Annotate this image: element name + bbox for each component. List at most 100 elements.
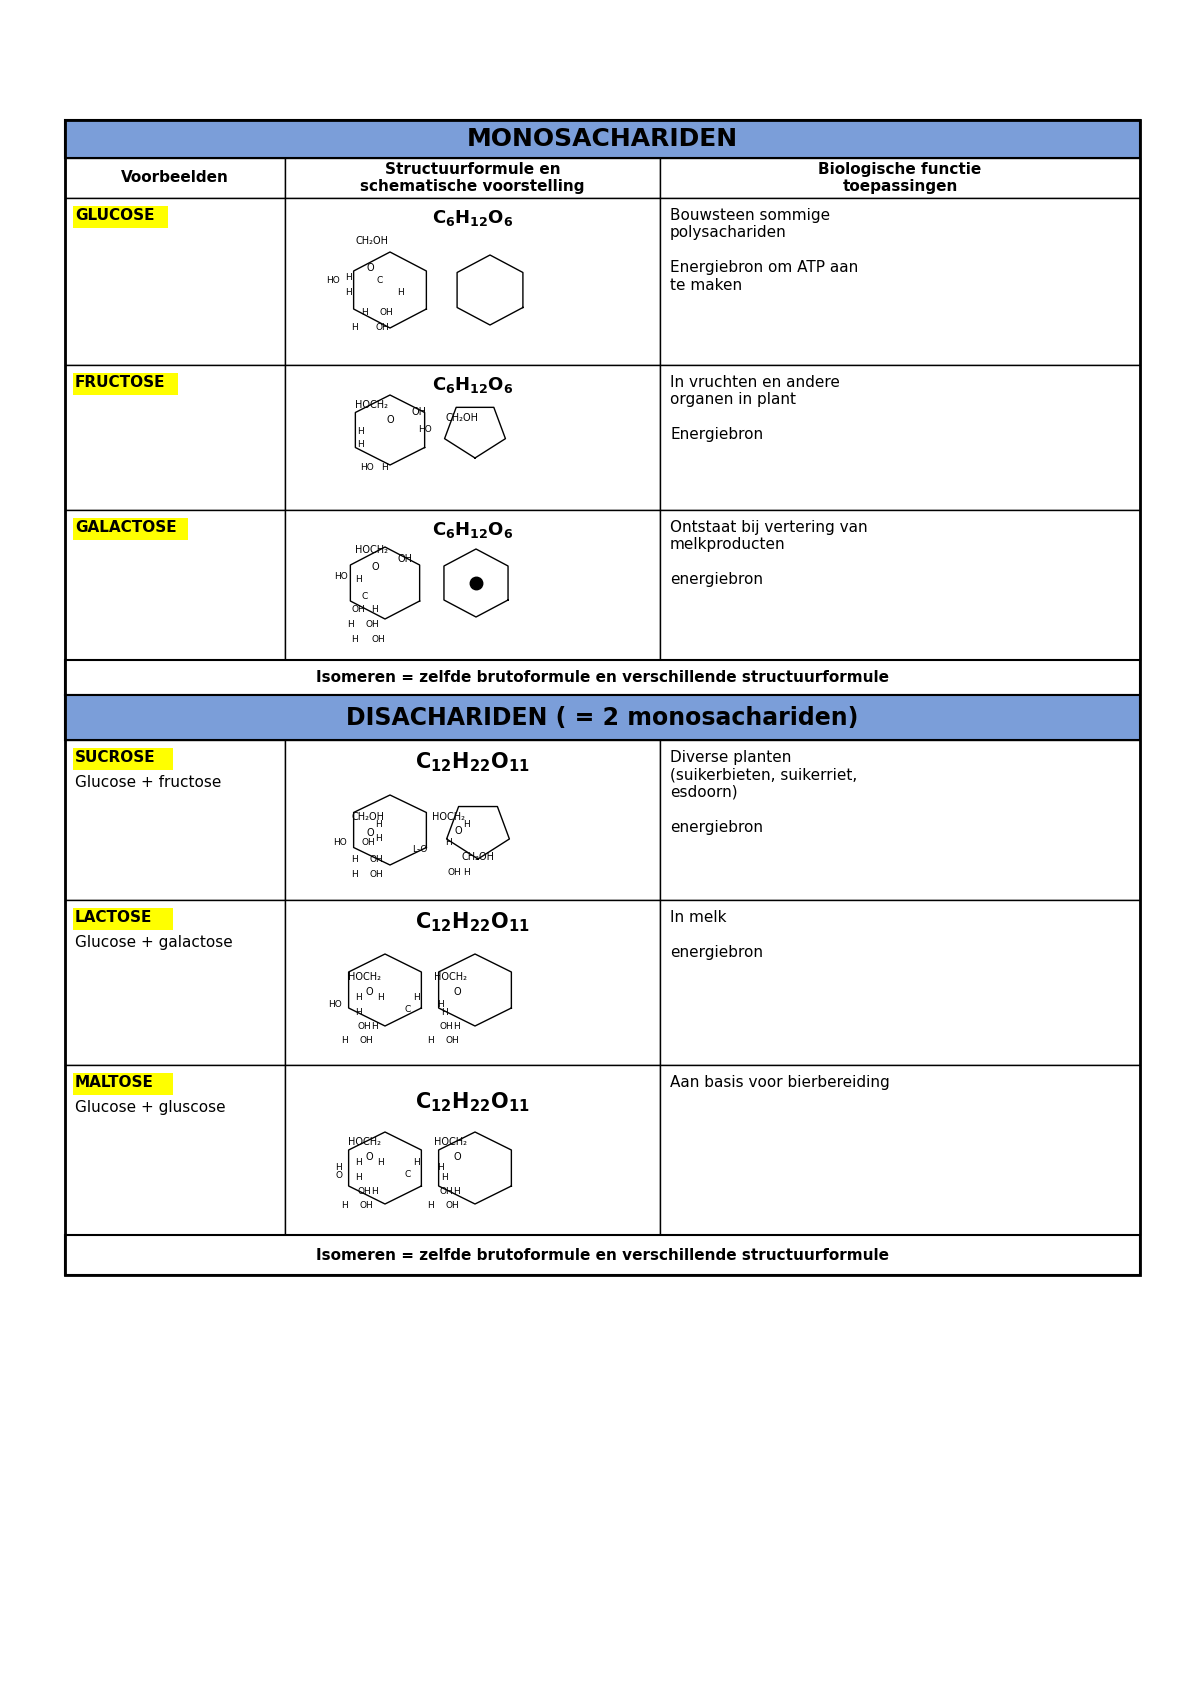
Text: Aan basis voor bierbereiding: Aan basis voor bierbereiding xyxy=(670,1074,889,1089)
Text: Glucose + gluscose: Glucose + gluscose xyxy=(74,1100,226,1115)
Text: H: H xyxy=(374,820,382,830)
Bar xyxy=(660,899,1140,1066)
Text: H: H xyxy=(442,1173,449,1183)
Text: OH: OH xyxy=(352,606,365,614)
Text: OH: OH xyxy=(370,855,384,864)
Text: HO: HO xyxy=(329,1000,342,1010)
Text: H: H xyxy=(463,820,470,830)
Bar xyxy=(660,740,1140,899)
Bar xyxy=(660,199,1140,365)
Text: H: H xyxy=(397,288,403,297)
Bar xyxy=(73,1073,173,1095)
Text: H: H xyxy=(342,1201,348,1210)
Bar xyxy=(65,660,1140,696)
Text: MALTOSE: MALTOSE xyxy=(74,1074,154,1089)
Bar xyxy=(73,518,188,540)
Text: H: H xyxy=(442,1008,449,1017)
Bar xyxy=(660,365,1140,511)
Text: GLUCOSE: GLUCOSE xyxy=(74,209,155,222)
Text: Bouwsteen sommige
polysachariden

Energiebron om ATP aan
te maken: Bouwsteen sommige polysachariden Energie… xyxy=(670,209,858,292)
Text: Isomeren = zelfde brutoformule en verschillende structuurformule: Isomeren = zelfde brutoformule en versch… xyxy=(316,670,889,686)
Text: OH: OH xyxy=(412,407,427,417)
Text: H: H xyxy=(355,575,361,584)
Bar xyxy=(73,748,173,770)
Text: H: H xyxy=(372,1186,378,1196)
Text: OH: OH xyxy=(360,1035,373,1045)
Text: CH₂OH: CH₂OH xyxy=(462,852,496,862)
Bar xyxy=(65,1066,286,1235)
Text: HOCH₂: HOCH₂ xyxy=(432,811,466,821)
Text: H: H xyxy=(413,993,419,1001)
Text: H: H xyxy=(374,833,382,843)
Text: Glucose + fructose: Glucose + fructose xyxy=(74,776,221,791)
Text: H: H xyxy=(352,322,359,333)
Text: H: H xyxy=(454,1022,461,1032)
Bar xyxy=(65,120,1140,158)
Text: OH: OH xyxy=(445,1201,458,1210)
Text: OH: OH xyxy=(365,619,379,630)
Text: OH: OH xyxy=(398,553,413,563)
Text: HOCH₂: HOCH₂ xyxy=(355,400,388,411)
Text: H: H xyxy=(352,635,359,643)
Text: $\mathbf{C_{12}H_{22}O_{11}}$: $\mathbf{C_{12}H_{22}O_{11}}$ xyxy=(415,1089,529,1113)
Bar xyxy=(286,740,660,899)
Text: CH₂OH: CH₂OH xyxy=(445,412,478,423)
Bar xyxy=(73,373,178,395)
Text: O: O xyxy=(366,263,374,273)
Text: H: H xyxy=(356,428,364,436)
Text: O: O xyxy=(371,562,379,572)
Bar xyxy=(286,199,660,365)
Text: O: O xyxy=(335,1171,342,1179)
Text: OH: OH xyxy=(445,1035,458,1045)
Text: OH: OH xyxy=(370,871,384,879)
Text: HOCH₂: HOCH₂ xyxy=(434,972,467,983)
Text: FRUCTOSE: FRUCTOSE xyxy=(74,375,166,390)
Text: OH: OH xyxy=(362,838,376,847)
Bar xyxy=(660,158,1140,199)
Text: L-O: L-O xyxy=(413,845,427,854)
Bar xyxy=(65,199,286,365)
Text: H: H xyxy=(413,1157,419,1168)
Bar xyxy=(65,740,286,899)
Text: GALACTOSE: GALACTOSE xyxy=(74,519,176,535)
Bar xyxy=(286,899,660,1066)
Bar xyxy=(286,158,660,199)
Bar xyxy=(65,696,1140,740)
Text: H: H xyxy=(335,1162,342,1173)
Text: H: H xyxy=(344,288,352,297)
Text: $\mathbf{C_6H_{12}O_6}$: $\mathbf{C_6H_{12}O_6}$ xyxy=(432,209,514,227)
Text: H: H xyxy=(342,1035,348,1045)
Text: H: H xyxy=(344,273,352,282)
Text: $\mathbf{C_6H_{12}O_6}$: $\mathbf{C_6H_{12}O_6}$ xyxy=(432,375,514,395)
Text: In vruchten en andere
organen in plant

Energiebron: In vruchten en andere organen in plant E… xyxy=(670,375,840,443)
Text: H: H xyxy=(355,1157,361,1168)
Text: H: H xyxy=(372,1022,378,1032)
Text: C: C xyxy=(404,1005,412,1015)
Bar xyxy=(65,158,286,199)
Text: OH: OH xyxy=(440,1186,454,1196)
Text: HOCH₂: HOCH₂ xyxy=(348,972,382,983)
Text: HOCH₂: HOCH₂ xyxy=(355,545,388,555)
Text: H: H xyxy=(355,1008,361,1017)
Text: Isomeren = zelfde brutoformule en verschillende structuurformule: Isomeren = zelfde brutoformule en versch… xyxy=(316,1247,889,1263)
Text: H: H xyxy=(427,1201,433,1210)
Text: OH: OH xyxy=(372,635,385,643)
Text: H: H xyxy=(454,1186,461,1196)
Bar xyxy=(660,1066,1140,1235)
Text: $\mathbf{C_{12}H_{22}O_{11}}$: $\mathbf{C_{12}H_{22}O_{11}}$ xyxy=(415,750,529,774)
Text: $\mathbf{C_{12}H_{22}O_{11}}$: $\mathbf{C_{12}H_{22}O_{11}}$ xyxy=(415,910,529,933)
Text: OH: OH xyxy=(440,1022,454,1032)
Text: HOCH₂: HOCH₂ xyxy=(348,1137,382,1147)
Text: H: H xyxy=(382,463,389,472)
Bar xyxy=(65,120,1140,1274)
Text: OH: OH xyxy=(448,867,462,877)
Bar xyxy=(286,511,660,660)
Text: H: H xyxy=(377,1157,383,1168)
Text: O: O xyxy=(365,1152,373,1162)
Text: HO: HO xyxy=(335,572,348,580)
Text: H: H xyxy=(427,1035,433,1045)
Bar xyxy=(73,205,168,227)
Text: H: H xyxy=(355,1173,361,1183)
Text: H: H xyxy=(377,993,383,1001)
Text: H: H xyxy=(361,307,368,317)
